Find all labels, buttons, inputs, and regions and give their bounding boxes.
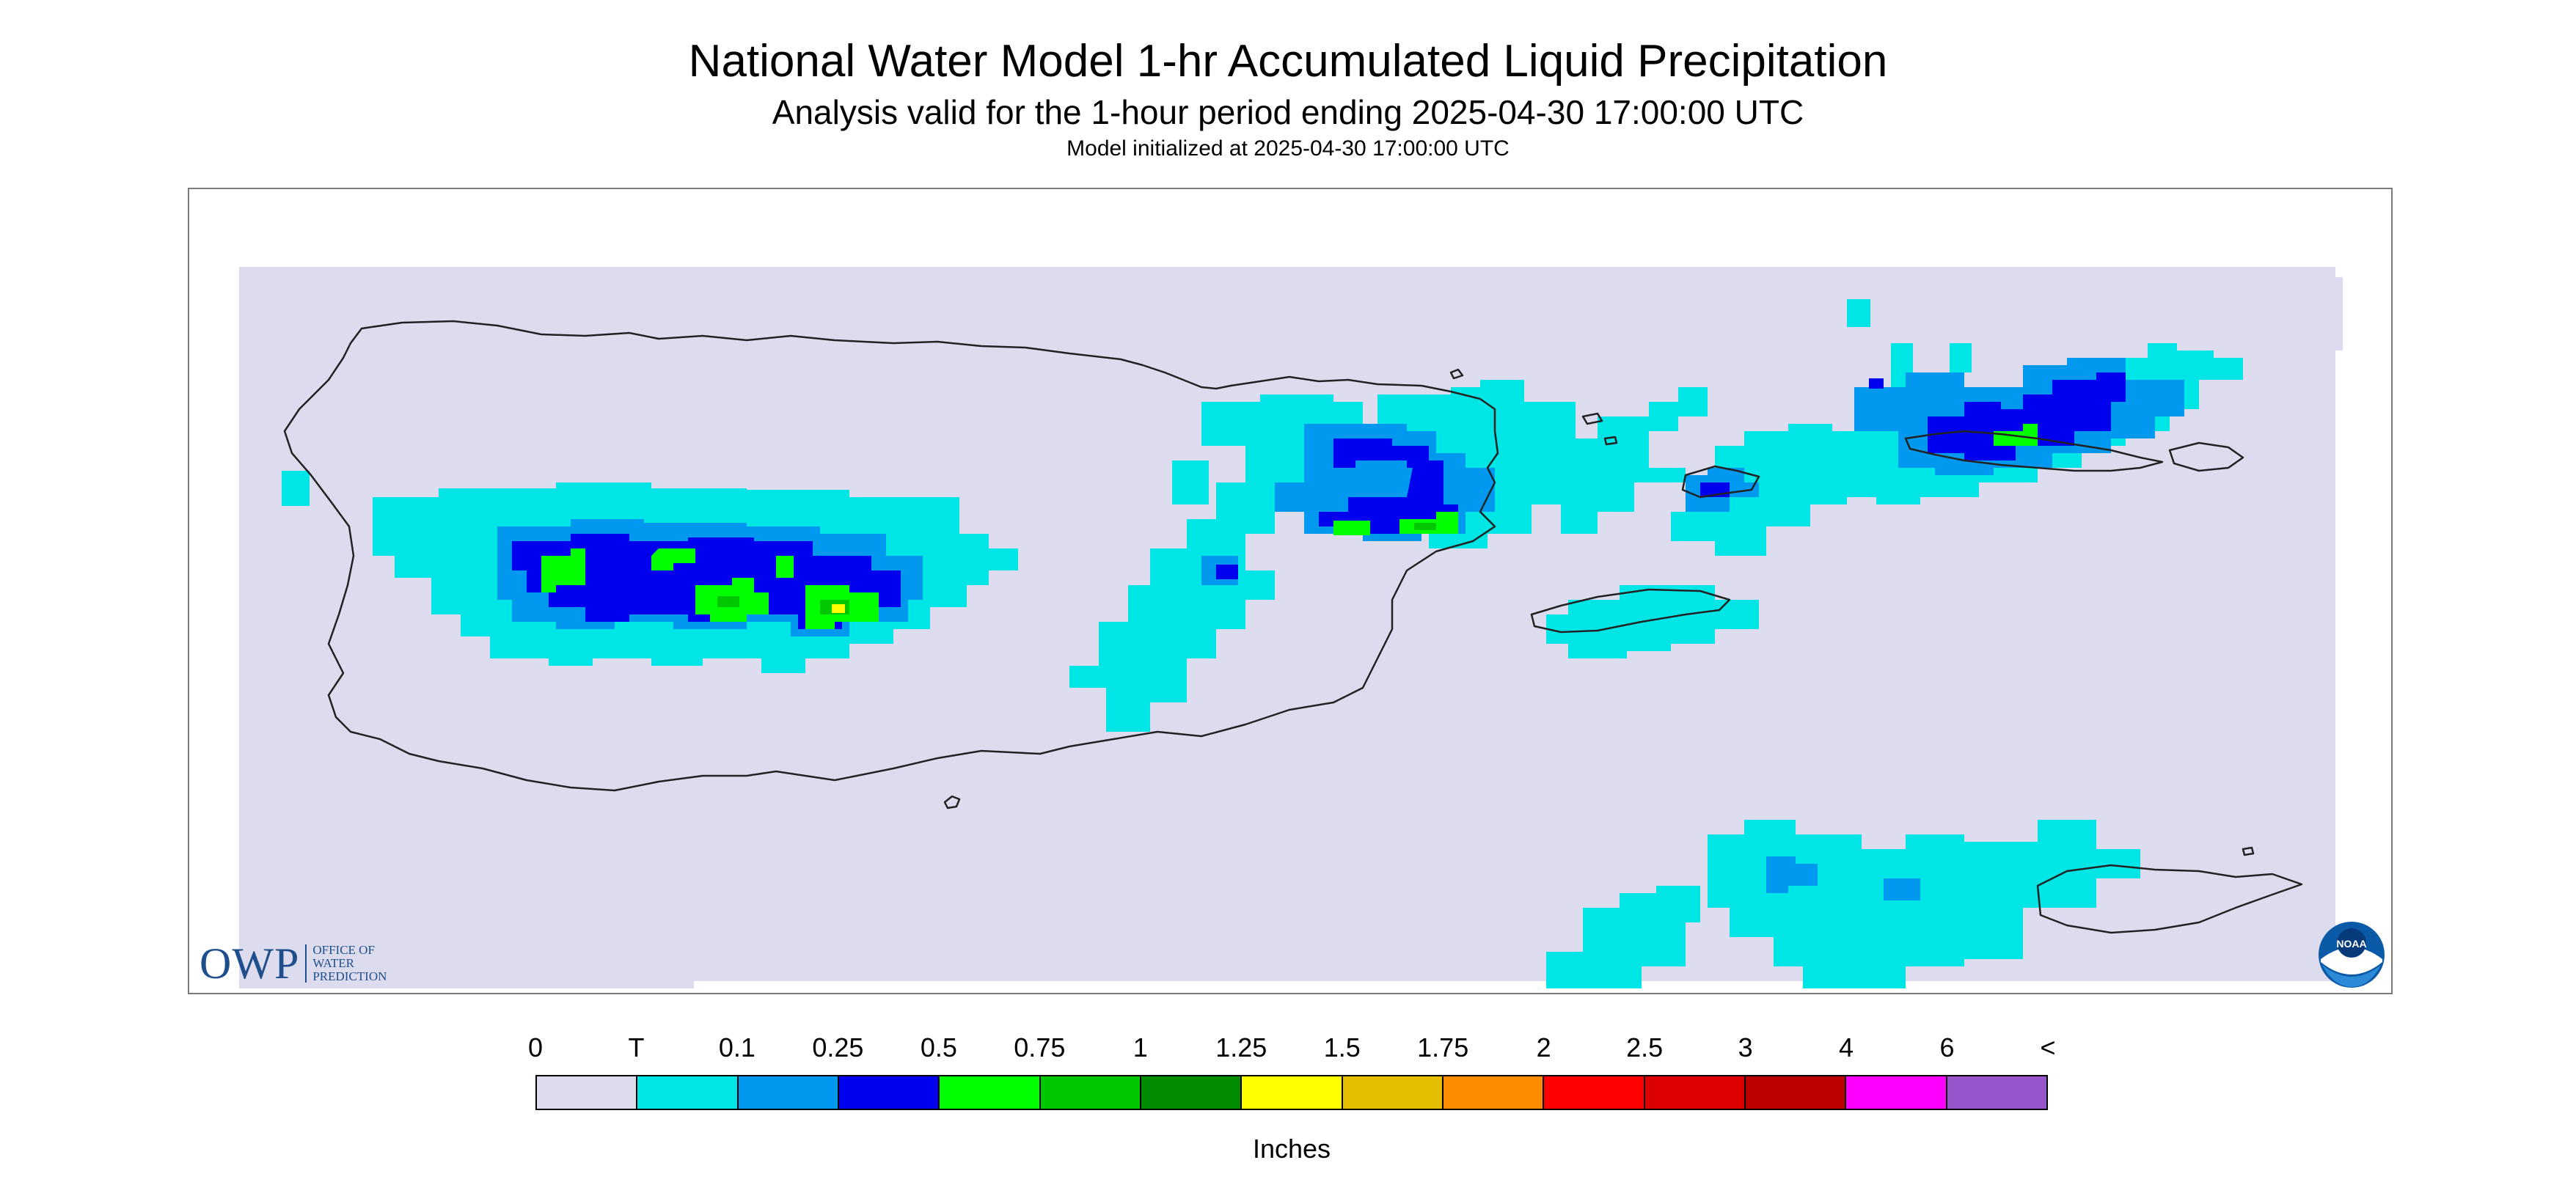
puerto-rico-coastline	[283, 320, 1499, 792]
legend-tick-label: 0.1	[718, 1032, 755, 1062]
page-subtitle: Analysis valid for the 1-hour period end…	[772, 93, 1804, 131]
legend-swatch	[1947, 1076, 2046, 1109]
legend-color-bar	[535, 1075, 2048, 1110]
owp-logo: OWP OFFICE OF WATER PREDICTION	[200, 941, 387, 985]
noaa-logo: NOAA	[2319, 922, 2385, 988]
legend-swatch	[1443, 1076, 1545, 1109]
legend-tick-label: 0.75	[1014, 1032, 1066, 1062]
color-legend: 0 T 0.1 0.25 0.5 0.75 1 1.25 1.5 1.75 2 2.5 3 4 6 < Inc…	[528, 1032, 2056, 1179]
legend-tick-label: 1.25	[1215, 1032, 1267, 1062]
legend-tick-label: 1.5	[1323, 1032, 1361, 1062]
precipitation-map	[188, 188, 2393, 994]
legend-swatch	[1644, 1076, 1746, 1109]
legend-swatch	[1846, 1076, 1947, 1109]
legend-tick-label: T	[628, 1032, 645, 1062]
model-init-text: Model initialized at 2025-04-30 17:00:00…	[1066, 136, 1510, 161]
legend-tick-label: 0.25	[812, 1032, 864, 1062]
vieques-coastline	[1530, 588, 1731, 634]
legend-swatch	[940, 1076, 1041, 1109]
legend-swatch	[1342, 1076, 1443, 1109]
page-title: National Water Model 1-hr Accumulated Li…	[688, 36, 1888, 87]
st-croix-coastline	[2036, 864, 2303, 934]
legend-tick-label: 2	[1536, 1032, 1551, 1062]
legend-tick-label: 1.75	[1417, 1032, 1469, 1062]
precip-1-25-areas	[832, 604, 845, 613]
legend-swatch	[1040, 1076, 1141, 1109]
legend-tick-label: 2.5	[1626, 1032, 1664, 1062]
legend-swatch	[738, 1076, 839, 1109]
legend-swatch	[1544, 1076, 1645, 1109]
legend-tick-label: 3	[1738, 1032, 1753, 1062]
legend-swatch	[1745, 1076, 1847, 1109]
legend-tick-label: <	[2040, 1032, 2056, 1062]
owp-logo-divider	[305, 944, 307, 983]
legend-swatch	[1141, 1076, 1243, 1109]
st-thomas-coastline	[1904, 430, 2164, 472]
legend-swatch	[1242, 1076, 1343, 1109]
culebra-coastline	[1681, 465, 1760, 499]
precip-0-25-areas	[512, 372, 2126, 629]
svg-text:NOAA: NOAA	[2336, 938, 2366, 950]
coastlines	[283, 320, 2303, 934]
legend-tick-label: 1	[1133, 1032, 1148, 1062]
owp-logo-subtext: OFFICE OF WATER PREDICTION	[312, 943, 387, 983]
legend-swatch	[838, 1076, 940, 1109]
legend-tick-label: 6	[1939, 1032, 1955, 1062]
legend-tick-label: 4	[1839, 1032, 1854, 1062]
legend-tick-label: 0.5	[920, 1032, 957, 1062]
owp-logo-text: OWP	[200, 939, 300, 988]
legend-swatch	[537, 1076, 638, 1109]
st-john-coastline	[2168, 441, 2244, 472]
legend-unit-label: Inches	[1252, 1134, 1331, 1164]
legend-tick-label: 0	[527, 1032, 544, 1062]
legend-swatch	[637, 1076, 739, 1109]
